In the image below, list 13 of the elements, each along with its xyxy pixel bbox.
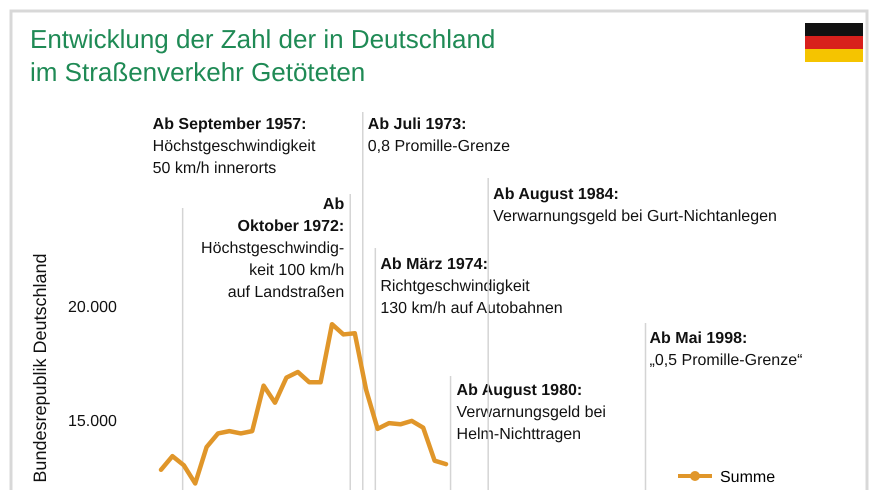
legend-label: Summe — [720, 469, 776, 486]
text: Ab Juli 1973: 0,8 Promille-Grenze — [368, 116, 510, 155]
text: Ab Mai 1998: „0,5 Promille-Grenze“ — [650, 330, 802, 369]
chart-title: Entwicklung der Zahl der in Deutschland im Straßenverkehr Getöteten — [30, 24, 496, 87]
text: Ab September 1957: Höchstgeschwindigkeit 50 km/h innerorts — [152, 116, 316, 177]
y-tick-label: 15.000 — [68, 412, 118, 430]
y-axis-title: Bundesrepublik Deutschland — [30, 253, 50, 483]
text: Ab August 1984: Verwarnungsgeld bei Gurt-Nichtanlegen — [493, 186, 777, 225]
text: Ab August 1980: Verwarnungsgeld bei Helm-Nichttragen — [456, 382, 606, 443]
text: Ab März 1974: Richtgeschwindigkeit 130 km/h auf Autobahnen — [380, 256, 563, 317]
line-series — [158, 322, 448, 486]
y-tick-label: 20.000 — [68, 299, 118, 316]
text: Ab Oktober 1972: Höchstgeschwindig- keit 100 km/h auf Landstraßen — [201, 196, 344, 301]
